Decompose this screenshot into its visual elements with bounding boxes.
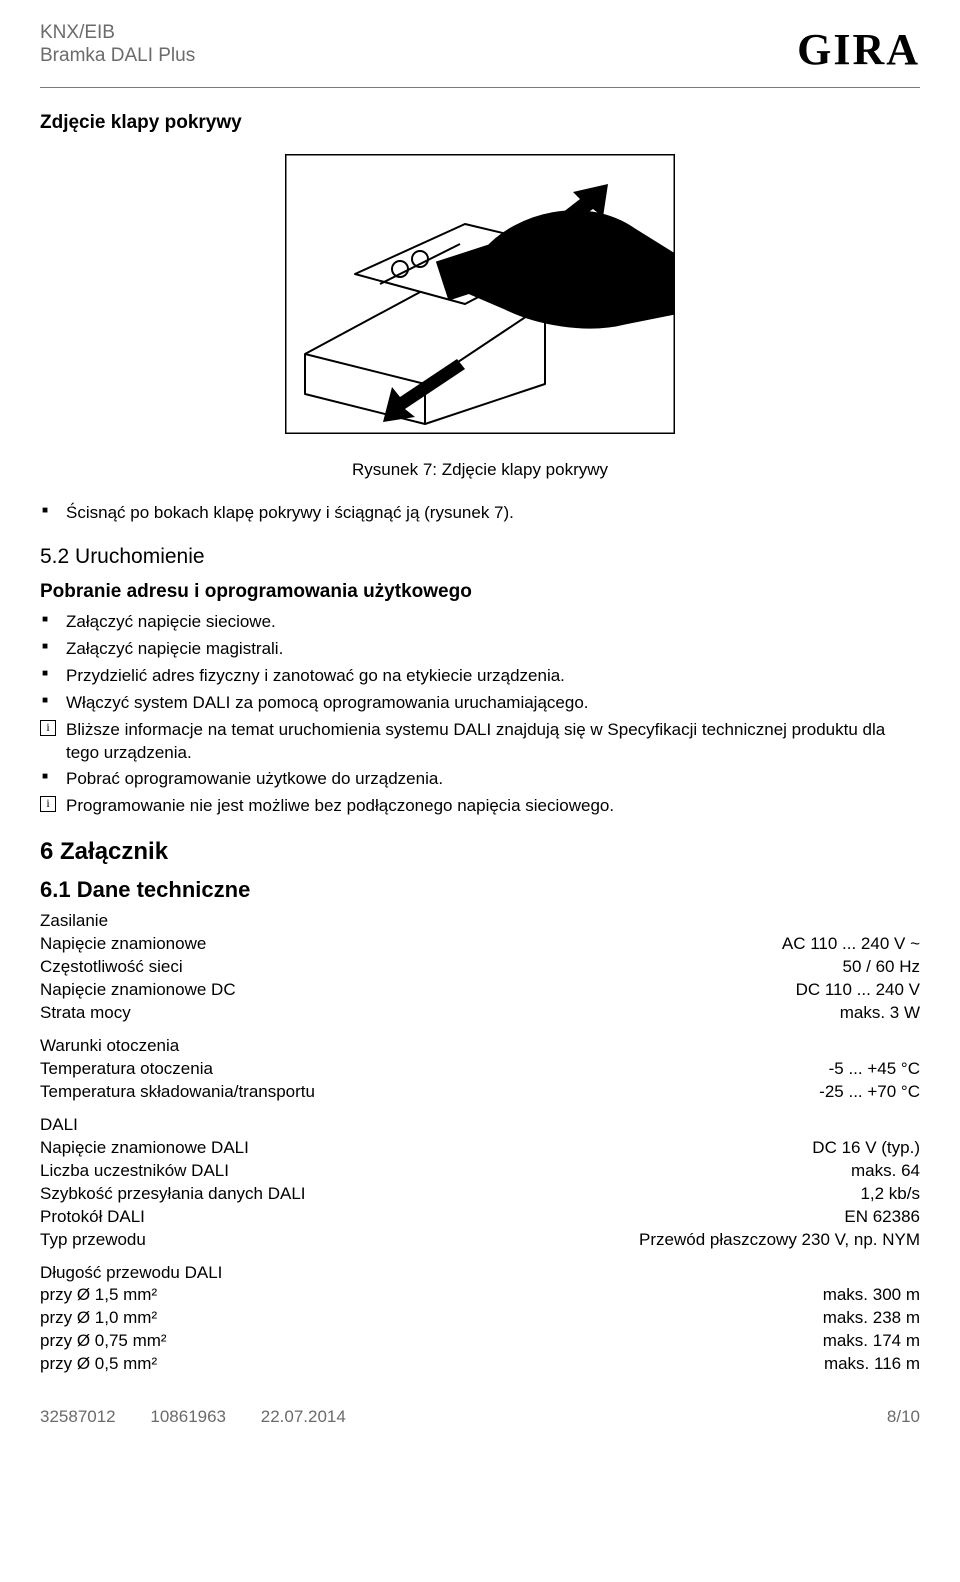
spec-row: Napięcie znamionoweAC 110 ... 240 V ~ xyxy=(40,933,920,956)
list-item: Ścisnąć po bokach klapę pokrywy i ściągn… xyxy=(40,502,920,525)
spec-group-head: Zasilanie xyxy=(40,910,920,933)
spec-value: 1,2 kb/s xyxy=(840,1183,920,1206)
attachment-title: 6 Załącznik xyxy=(40,836,920,868)
spec-row: Szybkość przesyłania danych DALI1,2 kb/s xyxy=(40,1183,920,1206)
spec-label: Typ przewodu xyxy=(40,1229,619,1252)
spec-label: Częstotliwość sieci xyxy=(40,956,823,979)
spec-value: maks. 174 m xyxy=(803,1330,920,1353)
list-item: Przydzielić adres fizyczny i zanotować g… xyxy=(40,665,920,688)
spec-row: Napięcie znamionowe DALIDC 16 V (typ.) xyxy=(40,1137,920,1160)
spec-group-head: DALI xyxy=(40,1114,920,1137)
spec-row: przy Ø 1,0 mm²maks. 238 m xyxy=(40,1307,920,1330)
section-title: Zdjęcie klapy pokrywy xyxy=(40,110,920,136)
list-item: Załączyć napięcie magistrali. xyxy=(40,638,920,661)
specs-container: ZasilanieNapięcie znamionoweAC 110 ... 2… xyxy=(40,910,920,1376)
spec-value: maks. 238 m xyxy=(803,1307,920,1330)
spec-label: Temperatura otoczenia xyxy=(40,1058,809,1081)
page-footer: 32587012 10861963 22.07.2014 8/10 xyxy=(40,1406,920,1429)
spec-group: DALINapięcie znamionowe DALIDC 16 V (typ… xyxy=(40,1114,920,1252)
footer-code1: 32587012 xyxy=(40,1407,116,1426)
cover-removal-illustration xyxy=(285,154,675,434)
bullet-list-52: Załączyć napięcie sieciowe. Załączyć napi… xyxy=(40,611,920,819)
bullet-list-1: Ścisnąć po bokach klapę pokrywy i ściągn… xyxy=(40,502,920,525)
figure-caption: Rysunek 7: Zdjęcie klapy pokrywy xyxy=(40,459,920,482)
spec-label: przy Ø 0,75 mm² xyxy=(40,1330,803,1353)
spec-row: przy Ø 0,75 mm²maks. 174 m xyxy=(40,1330,920,1353)
spec-row: przy Ø 0,5 mm²maks. 116 m xyxy=(40,1353,920,1376)
spec-label: Napięcie znamionowe DC xyxy=(40,979,776,1002)
brand-logo: GIRA xyxy=(797,20,920,79)
spec-label: przy Ø 1,5 mm² xyxy=(40,1284,803,1307)
attachment-sub: 6.1 Dane techniczne xyxy=(40,875,920,905)
spec-row: Napięcie znamionowe DCDC 110 ... 240 V xyxy=(40,979,920,1002)
spec-row: Temperatura składowania/transportu-25 ..… xyxy=(40,1081,920,1104)
spec-value: maks. 64 xyxy=(831,1160,920,1183)
spec-label: Protokół DALI xyxy=(40,1206,824,1229)
info-item: Bliższe informacje na temat uruchomienia… xyxy=(40,719,920,765)
spec-row: Strata mocymaks. 3 W xyxy=(40,1002,920,1025)
spec-label: Liczba uczestników DALI xyxy=(40,1160,831,1183)
header-line2: Bramka DALI Plus xyxy=(40,45,195,68)
figure-container xyxy=(40,154,920,441)
list-item: Włączyć system DALI za pomocą oprogramow… xyxy=(40,692,920,715)
list-item: Załączyć napięcie sieciowe. xyxy=(40,611,920,634)
info-item: Programowanie nie jest możliwe bez podłą… xyxy=(40,795,920,818)
spec-value: maks. 3 W xyxy=(820,1002,920,1025)
spec-row: Temperatura otoczenia-5 ... +45 °C xyxy=(40,1058,920,1081)
spec-value: DC 16 V (typ.) xyxy=(792,1137,920,1160)
spec-value: -5 ... +45 °C xyxy=(809,1058,920,1081)
figure-box xyxy=(285,154,675,434)
spec-label: Szybkość przesyłania danych DALI xyxy=(40,1183,840,1206)
spec-row: Protokół DALIEN 62386 xyxy=(40,1206,920,1229)
list-item: Pobrać oprogramowanie użytkowe do urządz… xyxy=(40,768,920,791)
spec-value: EN 62386 xyxy=(824,1206,920,1229)
spec-row: Typ przewoduPrzewód płaszczowy 230 V, np… xyxy=(40,1229,920,1252)
spec-group: ZasilanieNapięcie znamionoweAC 110 ... 2… xyxy=(40,910,920,1025)
spec-row: Częstotliwość sieci50 / 60 Hz xyxy=(40,956,920,979)
spec-group: Długość przewodu DALIprzy Ø 1,5 mm²maks.… xyxy=(40,1262,920,1377)
footer-page: 8/10 xyxy=(887,1406,920,1429)
spec-group: Warunki otoczeniaTemperatura otoczenia-5… xyxy=(40,1035,920,1104)
spec-value: maks. 300 m xyxy=(803,1284,920,1307)
footer-code2: 10861963 xyxy=(150,1407,226,1426)
spec-group-head: Warunki otoczenia xyxy=(40,1035,920,1058)
section-5-2-title: 5.2 Uruchomienie xyxy=(40,545,205,568)
spec-label: przy Ø 0,5 mm² xyxy=(40,1353,804,1376)
spec-label: przy Ø 1,0 mm² xyxy=(40,1307,803,1330)
spec-value: -25 ... +70 °C xyxy=(799,1081,920,1104)
header-divider xyxy=(40,87,920,88)
spec-value: maks. 116 m xyxy=(804,1353,920,1376)
footer-left: 32587012 10861963 22.07.2014 xyxy=(40,1406,376,1429)
spec-value: DC 110 ... 240 V xyxy=(776,979,920,1002)
header-line1: KNX/EIB xyxy=(40,22,195,45)
section-5-2-subtitle: Pobranie adresu i oprogramowania użytkow… xyxy=(40,579,920,605)
spec-label: Strata mocy xyxy=(40,1002,820,1025)
spec-value: AC 110 ... 240 V ~ xyxy=(762,933,920,956)
spec-label: Napięcie znamionowe DALI xyxy=(40,1137,792,1160)
header-bar: KNX/EIB Bramka DALI Plus GIRA xyxy=(40,20,920,79)
spec-value: Przewód płaszczowy 230 V, np. NYM xyxy=(619,1229,920,1252)
footer-date: 22.07.2014 xyxy=(261,1407,346,1426)
spec-label: Temperatura składowania/transportu xyxy=(40,1081,799,1104)
spec-group-head: Długość przewodu DALI xyxy=(40,1262,920,1285)
header-left: KNX/EIB Bramka DALI Plus xyxy=(40,20,195,68)
spec-label: Napięcie znamionowe xyxy=(40,933,762,956)
spec-row: Liczba uczestników DALImaks. 64 xyxy=(40,1160,920,1183)
spec-row: przy Ø 1,5 mm²maks. 300 m xyxy=(40,1284,920,1307)
spec-value: 50 / 60 Hz xyxy=(823,956,921,979)
